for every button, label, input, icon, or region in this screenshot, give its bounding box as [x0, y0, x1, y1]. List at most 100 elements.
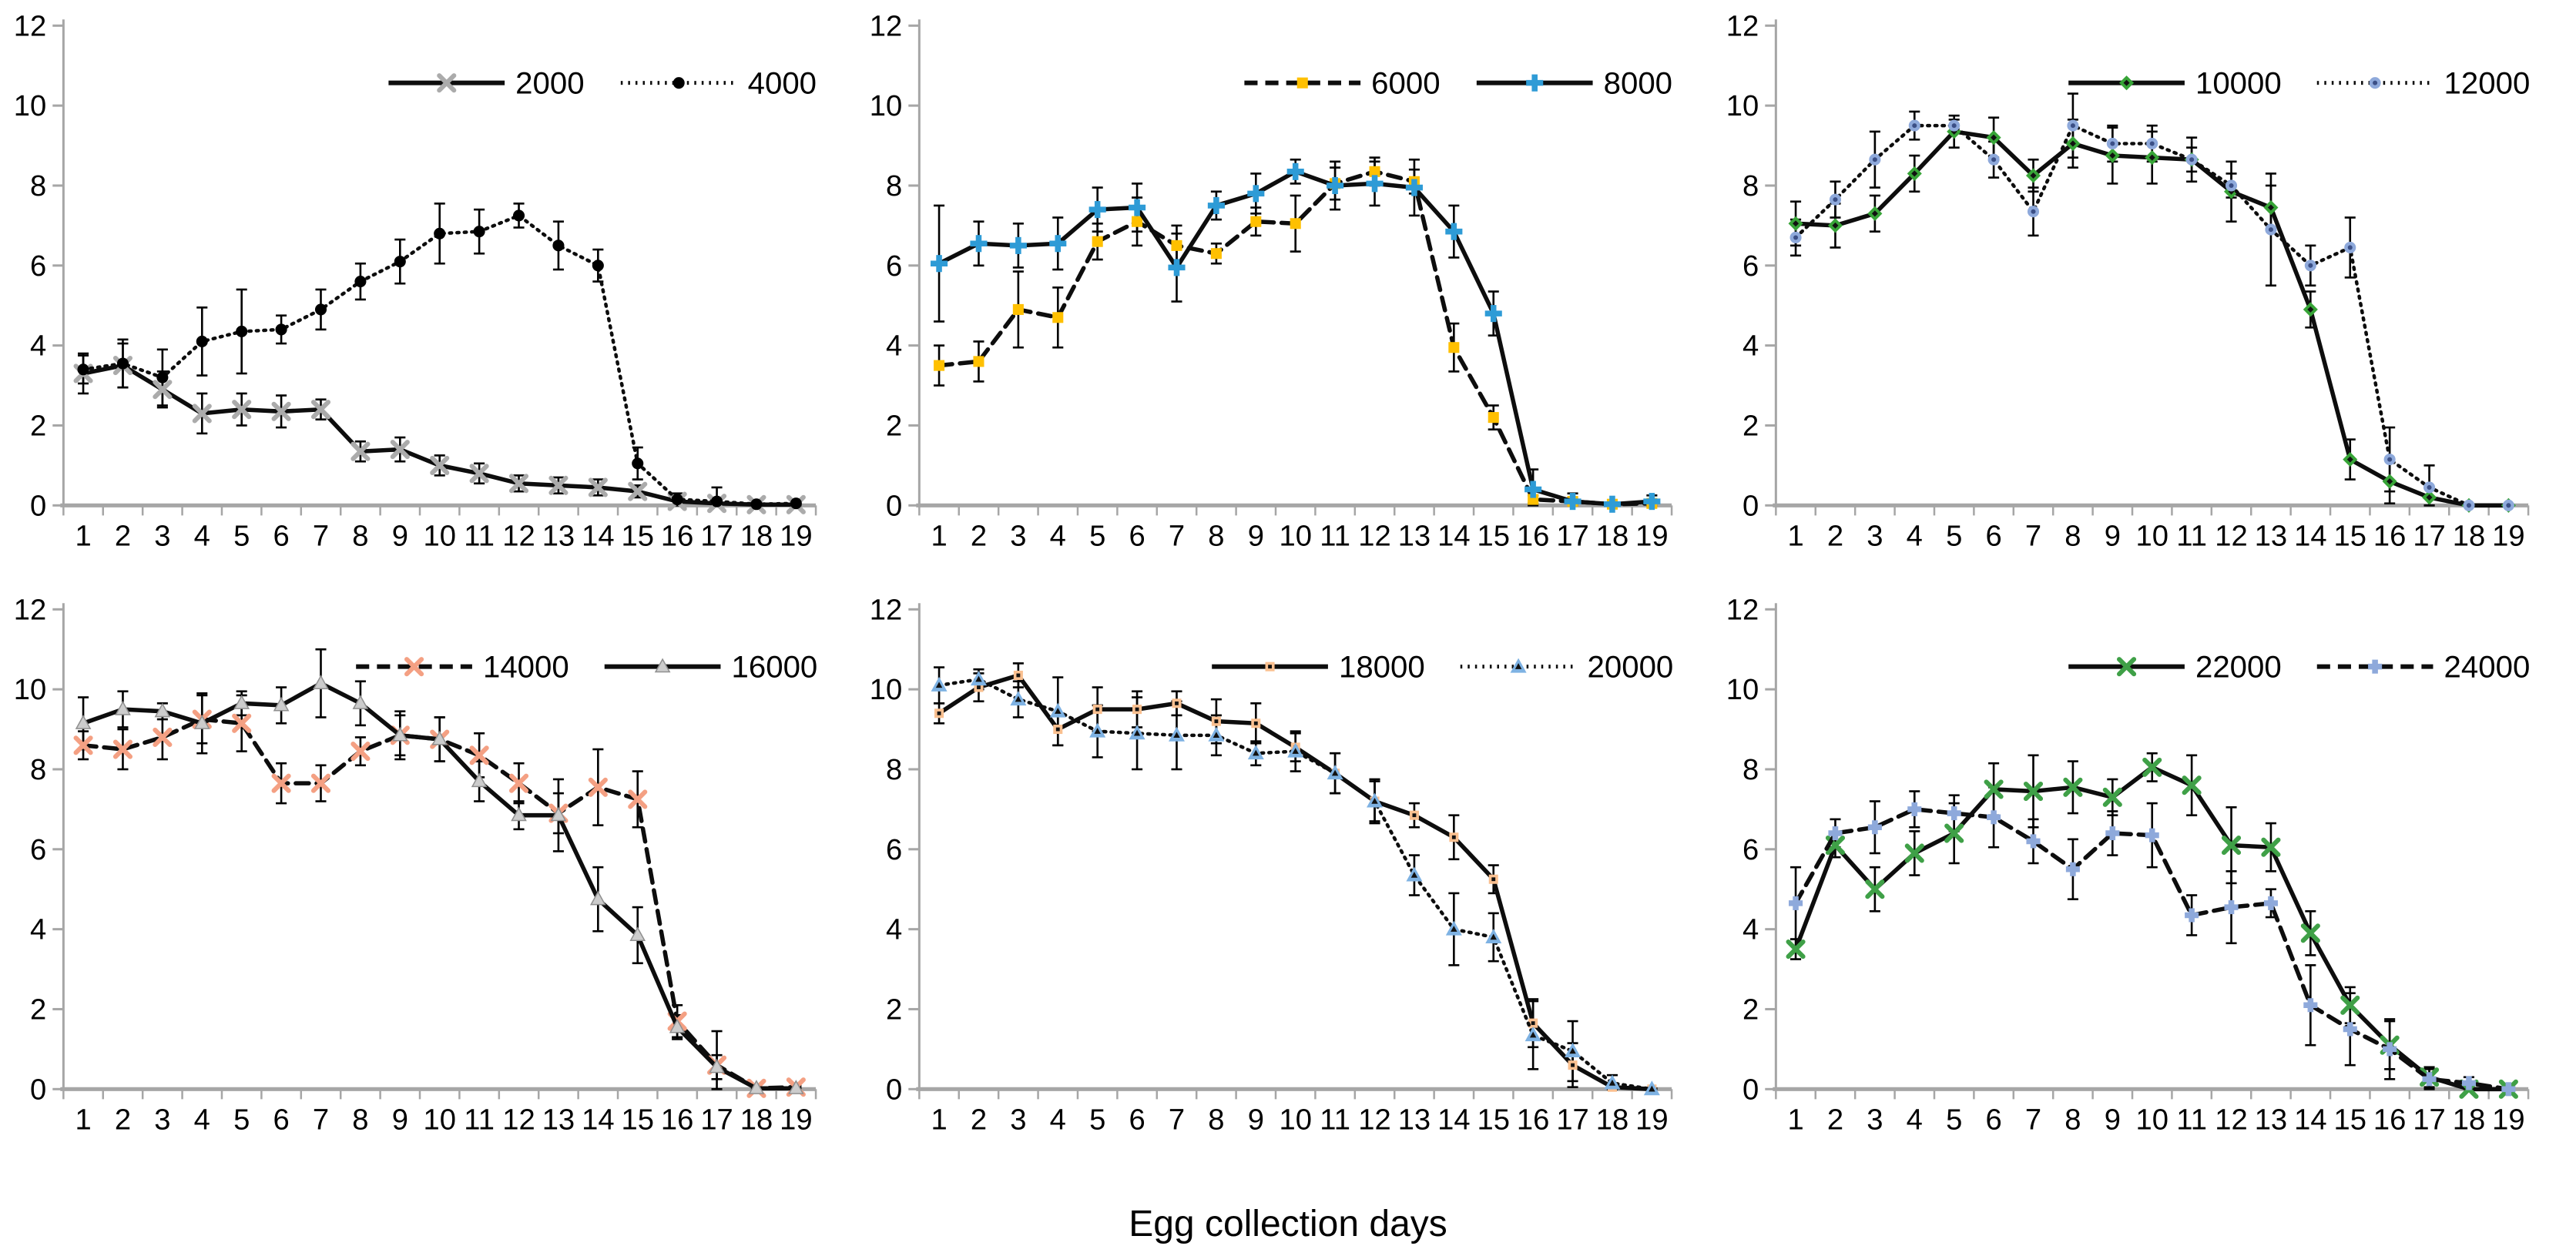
svg-text:9: 9 [1248, 1104, 1264, 1137]
svg-text:16: 16 [2373, 520, 2406, 553]
svg-text:13: 13 [2254, 1104, 2286, 1137]
svg-text:19: 19 [1635, 1104, 1668, 1137]
svg-text:19: 19 [2492, 1104, 2524, 1137]
svg-text:9: 9 [2104, 1104, 2120, 1137]
svg-text:14: 14 [1437, 520, 1470, 553]
svg-text:6: 6 [273, 1104, 289, 1137]
svg-text:10: 10 [1726, 89, 1758, 122]
svg-text:2: 2 [886, 993, 902, 1027]
svg-text:10: 10 [423, 520, 455, 553]
svg-text:8000: 8000 [1604, 66, 1672, 101]
svg-text:16000: 16000 [732, 650, 818, 685]
svg-text:4: 4 [30, 913, 46, 946]
svg-text:7: 7 [2025, 520, 2041, 553]
svg-text:11: 11 [464, 1104, 495, 1137]
chart-panel-10000-12000: 0 2 4 6 8 10 12 1 2 3 4 5 6 7 8 9 10 11 12 13 14 15 16 17 18 19 10… [1719, 5, 2570, 588]
svg-text:12: 12 [2215, 1104, 2247, 1137]
svg-text:8: 8 [1742, 169, 1759, 203]
svg-text:6: 6 [1985, 1104, 2001, 1137]
svg-text:4: 4 [194, 1104, 210, 1137]
svg-text:18: 18 [740, 520, 773, 553]
svg-text:7: 7 [313, 520, 329, 553]
svg-text:17: 17 [700, 520, 733, 553]
svg-text:2: 2 [971, 520, 987, 553]
svg-text:10: 10 [1726, 673, 1758, 706]
svg-text:11: 11 [1320, 1104, 1351, 1137]
svg-text:24000: 24000 [2444, 650, 2530, 685]
svg-text:0: 0 [886, 489, 902, 522]
svg-text:10: 10 [2135, 520, 2168, 553]
chart-panel-14000-16000: 0 2 4 6 8 10 12 1 2 3 4 5 6 7 8 9 10 11 12 13 14 15 16 17 18 19 14… [6, 588, 857, 1172]
svg-text:12: 12 [1359, 1104, 1391, 1137]
svg-text:8: 8 [2064, 1104, 2081, 1137]
svg-text:13: 13 [2254, 520, 2286, 553]
svg-text:2: 2 [1827, 1104, 1843, 1137]
svg-text:10: 10 [1280, 1104, 1312, 1137]
svg-text:6000: 6000 [1372, 66, 1441, 101]
svg-text:1: 1 [1787, 520, 1803, 553]
svg-text:22000: 22000 [2195, 650, 2282, 685]
svg-text:14: 14 [582, 1104, 614, 1137]
svg-text:7: 7 [1169, 1104, 1185, 1137]
svg-text:4: 4 [194, 520, 210, 553]
svg-text:6: 6 [30, 250, 46, 283]
svg-text:8: 8 [886, 753, 902, 786]
svg-text:1: 1 [931, 1104, 948, 1137]
svg-text:0: 0 [1742, 489, 1759, 522]
svg-text:13: 13 [542, 1104, 575, 1137]
svg-text:8: 8 [1209, 1104, 1225, 1137]
svg-text:3: 3 [1011, 1104, 1027, 1137]
svg-text:12: 12 [1726, 593, 1758, 626]
chart-panel-6000-8000: 0 2 4 6 8 10 12 1 2 3 4 5 6 7 8 9 10 11 12 13 14 15 16 17 18 19 60… [862, 5, 1713, 588]
svg-text:8: 8 [1742, 753, 1759, 786]
svg-text:12: 12 [870, 593, 902, 626]
svg-text:0: 0 [1742, 1073, 1759, 1106]
svg-text:16: 16 [2373, 1104, 2406, 1137]
svg-text:2: 2 [1827, 520, 1843, 553]
svg-text:17: 17 [2413, 520, 2445, 553]
svg-text:7: 7 [313, 1104, 329, 1137]
svg-text:6: 6 [886, 250, 902, 283]
svg-text:16: 16 [661, 520, 693, 553]
svg-text:13: 13 [1398, 1104, 1431, 1137]
svg-text:17: 17 [700, 1104, 733, 1137]
svg-text:6: 6 [1742, 250, 1759, 283]
svg-text:6: 6 [273, 520, 289, 553]
svg-text:15: 15 [2333, 520, 2366, 553]
svg-text:2: 2 [30, 410, 46, 443]
svg-text:1: 1 [75, 520, 91, 553]
svg-text:10: 10 [423, 1104, 455, 1137]
svg-text:18: 18 [2452, 520, 2484, 553]
svg-text:14: 14 [2294, 520, 2326, 553]
svg-text:10: 10 [14, 89, 46, 122]
svg-text:11: 11 [2176, 1104, 2207, 1137]
svg-text:8: 8 [1209, 520, 1225, 553]
svg-text:12: 12 [502, 520, 535, 553]
svg-text:12: 12 [1359, 520, 1391, 553]
svg-text:7: 7 [1169, 520, 1185, 553]
svg-text:3: 3 [154, 520, 170, 553]
svg-text:3: 3 [1011, 520, 1027, 553]
svg-text:1: 1 [1787, 1104, 1803, 1137]
svg-text:16: 16 [1517, 1104, 1549, 1137]
svg-text:4: 4 [886, 913, 902, 946]
svg-text:8: 8 [2064, 520, 2081, 553]
svg-text:14: 14 [1437, 1104, 1470, 1137]
svg-text:14: 14 [2294, 1104, 2326, 1137]
svg-text:7: 7 [2025, 1104, 2041, 1137]
svg-text:2: 2 [115, 520, 131, 553]
svg-text:17: 17 [2413, 1104, 2445, 1137]
svg-text:17: 17 [1557, 520, 1589, 553]
svg-text:12: 12 [2215, 520, 2247, 553]
svg-text:3: 3 [1867, 1104, 1883, 1137]
svg-text:11: 11 [1320, 520, 1351, 553]
svg-text:15: 15 [622, 1104, 654, 1137]
svg-text:1: 1 [931, 520, 948, 553]
svg-text:2: 2 [1742, 993, 1759, 1027]
svg-text:13: 13 [1398, 520, 1431, 553]
svg-text:16: 16 [661, 1104, 693, 1137]
svg-text:5: 5 [233, 520, 250, 553]
svg-text:14000: 14000 [483, 650, 569, 685]
